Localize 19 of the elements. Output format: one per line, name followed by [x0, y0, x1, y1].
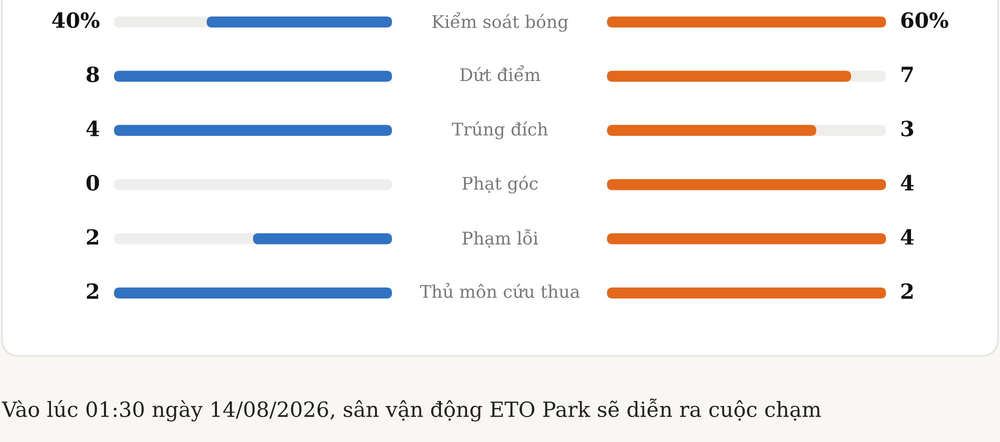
data-label: 4 [86, 120, 100, 136]
data-label: 60% [901, 12, 948, 28]
data-label: 4 [900, 229, 914, 245]
data-label: 3 [901, 120, 914, 136]
data-label: 8 [86, 66, 99, 82]
category-label: Phạm lỗi [462, 229, 538, 248]
data-label: 7 [902, 66, 913, 82]
category-label: Thủ môn cứu thua [420, 283, 580, 298]
category-label: Trúng đích [452, 122, 548, 140]
data-label: 40% [52, 12, 100, 28]
data-label: 0 [86, 174, 100, 191]
category-label: Dứt điểm [460, 65, 540, 82]
category-label: Phạt góc [462, 176, 538, 194]
data-label: 2 [86, 283, 98, 299]
data-label: 4 [900, 174, 914, 190]
data-label: 2 [901, 283, 913, 299]
text: Vào lúc 01:30 ngày 14/08/2026, sân vận động ETO Park sẽ diễn ra cuộc chạm [2, 398, 821, 422]
category-label: Kiểm soát bóng [432, 12, 568, 32]
data-label: 2 [86, 229, 98, 245]
